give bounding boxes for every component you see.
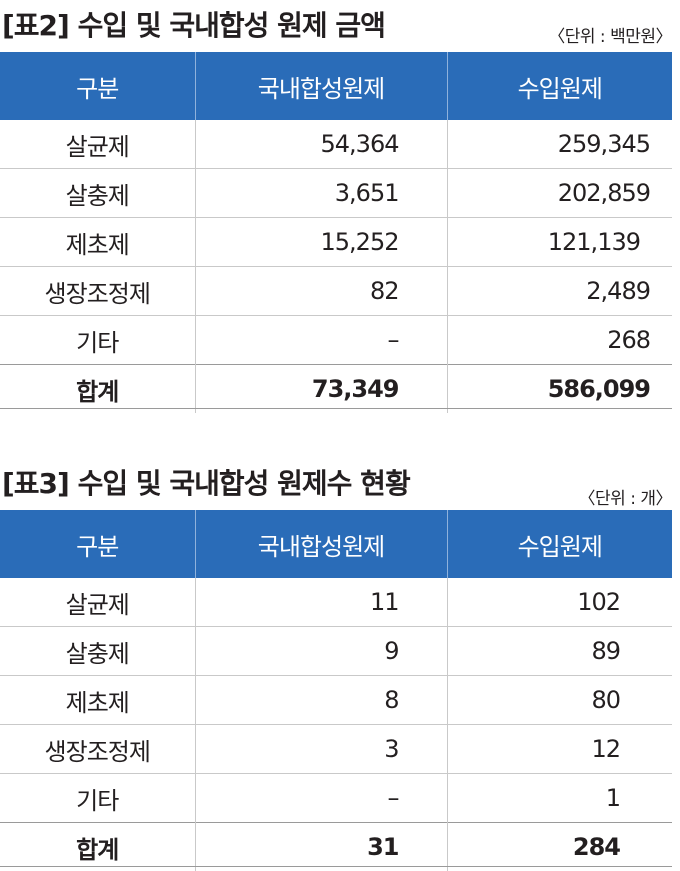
domestic-value: – xyxy=(194,773,447,823)
domestic-value: 54,364 xyxy=(194,120,447,169)
table-row: 제초제 8 80 xyxy=(0,675,672,725)
imported-value: 2,489 xyxy=(446,266,672,316)
table-row: 살균제 54,364 259,345 xyxy=(0,120,672,169)
domestic-value: – xyxy=(194,315,447,365)
table-row: 제초제 15,252 121,139 xyxy=(0,217,672,267)
row-label: 합계 xyxy=(0,364,195,413)
imported-value: 284 xyxy=(446,822,672,871)
imported-value: 586,099 xyxy=(446,364,672,413)
row-label: 기타 xyxy=(0,773,195,823)
table3-title: [표3] 수입 및 국내합성 원제수 현황 xyxy=(2,467,411,500)
domestic-value: 11 xyxy=(194,578,447,627)
table2-header-category: 구분 xyxy=(0,52,195,120)
row-label: 살충제 xyxy=(0,168,195,218)
table3-header-row: 구분 국내합성원제 수입원제 xyxy=(0,510,672,578)
table-row: 생장조정제 82 2,489 xyxy=(0,266,672,316)
imported-value: 259,345 xyxy=(446,120,672,169)
domestic-value: 8 xyxy=(194,675,447,725)
imported-value: 102 xyxy=(446,578,672,627)
table2-header-domestic: 국내합성원제 xyxy=(194,52,447,120)
table2-section: [표2] 수입 및 국내합성 원제 금액 〈단위 : 백만원〉 구분 국내합성원… xyxy=(0,0,680,413)
domestic-value: 73,349 xyxy=(194,364,447,413)
table2-title: [표2] 수입 및 국내합성 원제 금액 xyxy=(2,9,386,42)
table3: 구분 국내합성원제 수입원제 살균제 11 102 살충제 9 89 제초제 8… xyxy=(0,510,672,871)
table2-bottom-border xyxy=(0,408,672,409)
table-row-total: 합계 73,349 586,099 xyxy=(0,364,672,413)
imported-value: 1 xyxy=(446,773,672,823)
table-row: 기타 – 268 xyxy=(0,315,672,365)
row-label: 살균제 xyxy=(65,590,130,619)
row-label: 살충제 xyxy=(0,626,195,676)
domestic-value: 15,252 xyxy=(194,217,447,267)
table-row: 살균제 11 102 xyxy=(0,578,672,627)
domestic-value: 31 xyxy=(194,822,447,871)
table2-header-row: 구분 국내합성원제 수입원제 xyxy=(0,52,672,120)
table-row: 생장조정제 3 12 xyxy=(0,724,672,774)
table2-title-row: [표2] 수입 및 국내합성 원제 금액 〈단위 : 백만원〉 xyxy=(0,0,680,50)
row-label: 제초제 xyxy=(0,675,195,725)
table-row: 살충제 3,651 202,859 xyxy=(0,168,672,218)
row-label: 생장조정제 xyxy=(0,724,195,774)
table3-title-row: [표3] 수입 및 국내합성 원제수 현황 〈단위 : 개〉 xyxy=(0,458,680,509)
imported-value: 89 xyxy=(446,626,672,676)
imported-value: 80 xyxy=(446,675,672,725)
domestic-value: 82 xyxy=(194,266,447,316)
row-label: 합계 xyxy=(0,822,195,871)
table2-unit: 〈단위 : 백만원〉 xyxy=(548,27,672,47)
table3-unit: 〈단위 : 개〉 xyxy=(578,489,673,509)
table-row: 기타 – 1 xyxy=(0,773,672,823)
domestic-value: 9 xyxy=(194,626,447,676)
domestic-value: 3,651 xyxy=(194,168,447,218)
table3-section: [표3] 수입 및 국내합성 원제수 현황 〈단위 : 개〉 구분 국내합성원제… xyxy=(0,458,680,871)
table3-header-domestic: 국내합성원제 xyxy=(194,510,447,578)
domestic-value: 3 xyxy=(194,724,447,774)
row-label: 살균제 xyxy=(65,132,130,161)
table2-header-imported: 수입원제 xyxy=(446,52,672,120)
row-label: 생장조정제 xyxy=(0,266,195,316)
table-row-total: 합계 31 284 xyxy=(0,822,672,871)
table3-header-category: 구분 xyxy=(0,510,195,578)
table2: 구분 국내합성원제 수입원제 살균제 54,364 259,345 살충제 3,… xyxy=(0,52,672,413)
table3-header-imported: 수입원제 xyxy=(446,510,672,578)
table-row: 살충제 9 89 xyxy=(0,626,672,676)
table3-bottom-border xyxy=(0,866,672,867)
imported-value: 202,859 xyxy=(446,168,672,218)
row-label: 제초제 xyxy=(0,217,195,267)
imported-value: 12 xyxy=(446,724,672,774)
imported-value: 268 xyxy=(446,315,672,365)
imported-value: 121,139 xyxy=(446,217,672,267)
row-label: 기타 xyxy=(0,315,195,365)
